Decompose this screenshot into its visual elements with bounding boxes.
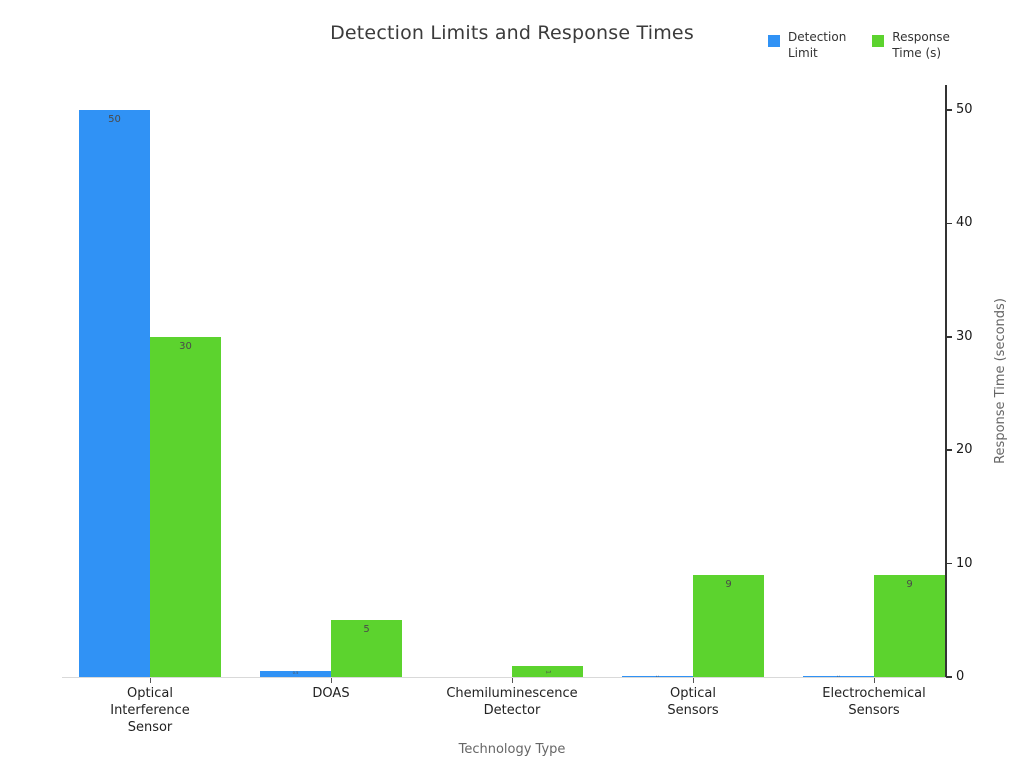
bar-response-time-4: [874, 574, 945, 677]
bar-response-time-0: [150, 336, 221, 677]
x-tick-mark: [692, 678, 694, 683]
y-tick-label: 0: [956, 669, 965, 684]
y-tick-mark: [946, 676, 952, 678]
x-axis-title: Technology Type: [458, 742, 566, 757]
y-tick-label: 40: [956, 215, 973, 231]
bar-response-time-1: [331, 620, 402, 677]
y-tick-mark: [946, 222, 952, 225]
bar-response-time-2: [512, 665, 583, 677]
x-tick-mark: [149, 678, 151, 683]
y-tick-mark: [946, 336, 952, 338]
x-tick-mark: [330, 678, 332, 683]
x-tick-mark: [511, 678, 513, 683]
legend-swatch-icon: [872, 35, 885, 47]
x-tick-mark: [873, 678, 875, 683]
x-tick-label: Electrochemical Sensors: [822, 686, 926, 718]
bar-response-time-3: [693, 574, 764, 677]
y-tick-mark: [946, 562, 952, 565]
x-tick-label: Chemiluminescence Detector: [446, 686, 578, 718]
y-tick-label: 10: [956, 555, 973, 571]
bar-detection-limit-1: [260, 671, 331, 677]
x-tick-label: Optical Sensors: [667, 686, 719, 718]
legend-entry-response-time: Response Time (s): [872, 29, 950, 61]
chart-title: Detection Limits and Response Times: [330, 22, 694, 44]
x-tick-label: Optical Interference Sensor: [110, 686, 190, 735]
bar-detection-limit-3: [622, 675, 693, 677]
y-tick-mark: [946, 109, 952, 111]
x-tick-label: DOAS: [312, 686, 350, 701]
legend-label: Response Time (s): [892, 30, 950, 60]
legend-entry-detection-limit: Detection Limit: [768, 29, 846, 61]
bar-detection-limit-4: [803, 675, 874, 677]
x-axis-line: [62, 677, 950, 678]
y-tick-label: 20: [956, 442, 973, 458]
legend-swatch-icon: [768, 35, 780, 47]
y-tick-label: 50: [956, 102, 973, 117]
y-tick-label: 30: [956, 328, 973, 344]
y-tick-mark: [946, 449, 952, 451]
y-axis-line-right: [945, 85, 947, 677]
legend: Detection Limit Response Time (s): [768, 29, 950, 61]
bar-detection-limit-0: [79, 110, 150, 677]
y-axis-title-right: Response Time (seconds): [993, 298, 1008, 464]
legend-label: Detection Limit: [788, 30, 847, 60]
